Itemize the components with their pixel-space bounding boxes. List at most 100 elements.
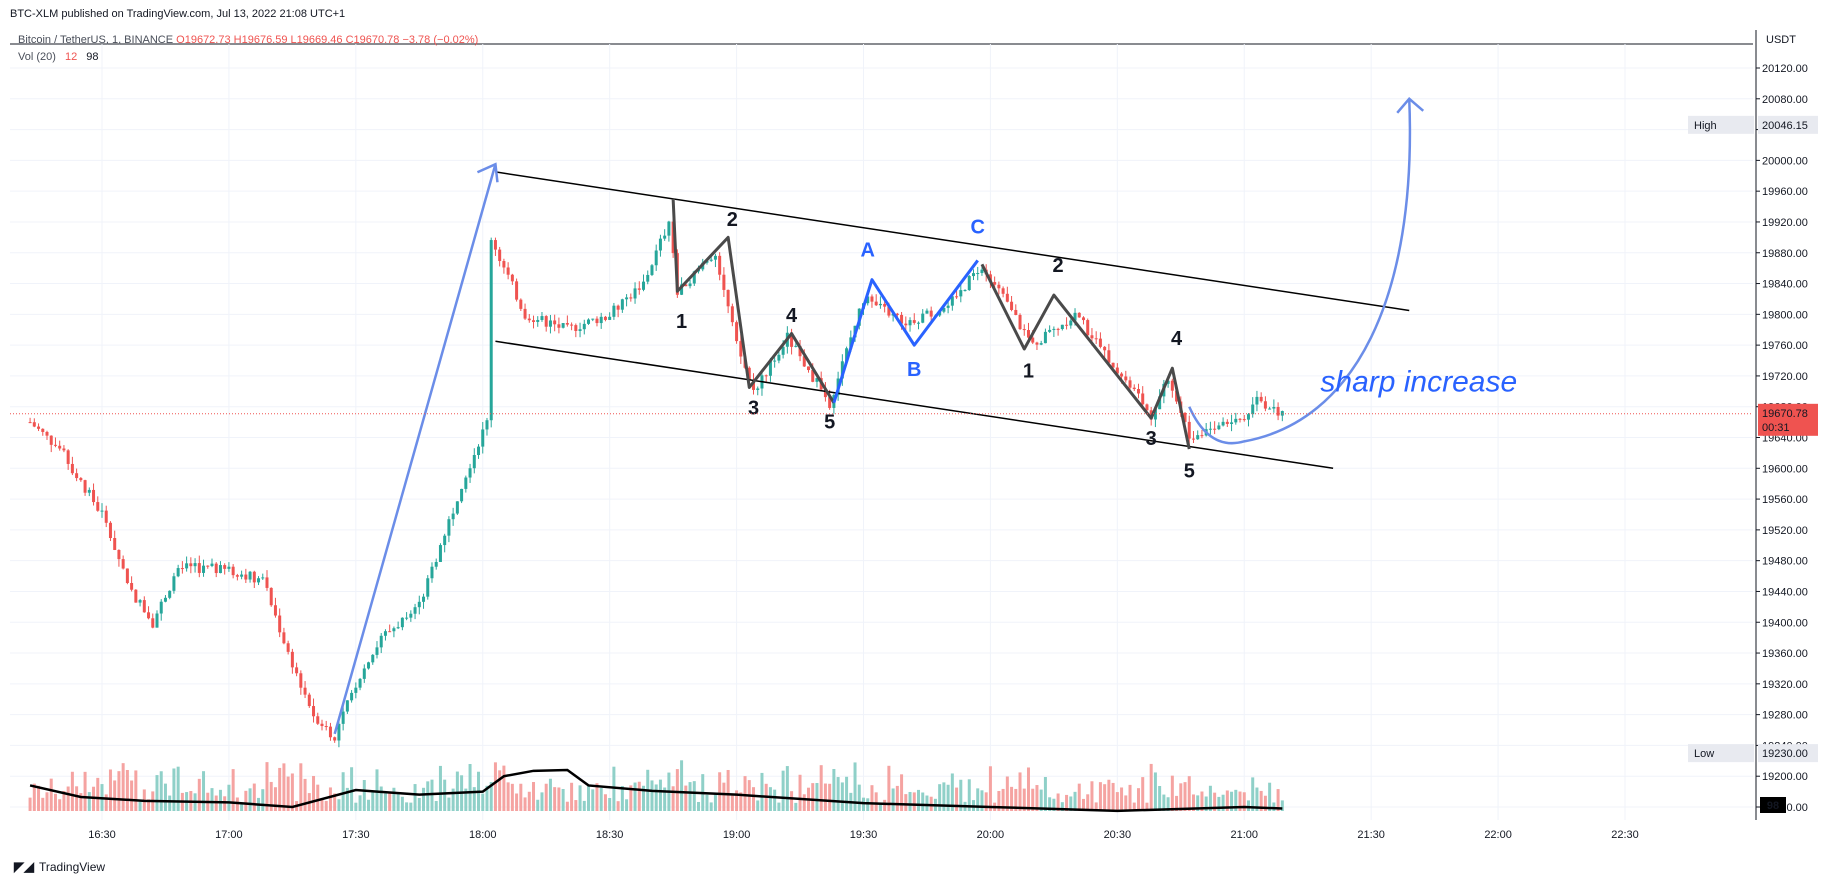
volume-bar [28, 797, 32, 811]
candle-body [603, 316, 607, 320]
volume-bar [1183, 782, 1187, 811]
volume-bar [108, 769, 112, 811]
volume-ma-polyline [29, 768, 1283, 813]
candle-body [955, 296, 959, 298]
y-tick-label: 19440.00 [1762, 586, 1808, 598]
candle-body [396, 627, 400, 629]
volume-bar [1136, 788, 1140, 811]
volume-bar [1246, 800, 1250, 811]
volume-bar [45, 792, 49, 811]
y-tick-label: 19880.00 [1762, 248, 1808, 260]
volume-bar [1048, 797, 1052, 811]
candle-body [32, 422, 36, 427]
tradingview-footer[interactable]: ◤◢ TradingView [14, 859, 105, 875]
volume-bar [1251, 777, 1255, 811]
candle-body [629, 297, 633, 299]
volume-bar [155, 775, 159, 811]
volume-bar [1111, 782, 1115, 811]
currency-unit[interactable]: USDT [1766, 34, 1796, 46]
candle-body [1039, 343, 1043, 345]
y-tick-label: 19360.00 [1762, 648, 1808, 660]
wave-label: 1 [676, 311, 687, 333]
candle-body [692, 271, 696, 284]
candle-body [248, 571, 252, 580]
candle-body [510, 274, 514, 282]
wave-label: 3 [1146, 428, 1157, 450]
wave-label: 5 [824, 411, 835, 433]
volume-bar [1158, 786, 1162, 811]
y-tick-label: 19280.00 [1762, 710, 1808, 722]
volume-bar [768, 787, 772, 811]
volume-bar [299, 763, 303, 811]
volume-bar [202, 771, 206, 811]
symbol-legend[interactable]: Bitcoin / TetherUS, 1, BINANCE O19672.73… [18, 34, 478, 46]
volume-legend[interactable]: Vol (20) 12 98 [18, 51, 99, 63]
candle-body [912, 320, 916, 323]
candle-body [506, 267, 510, 275]
candle-body [870, 296, 874, 302]
volume-bar [988, 766, 992, 811]
volume-bar [375, 769, 379, 811]
candle-body [620, 299, 624, 310]
volume-value-1: 12 [64, 51, 78, 63]
volume-bar [980, 790, 984, 811]
volume-bar [371, 790, 375, 811]
candle-body [929, 310, 933, 317]
candle-body [269, 587, 273, 606]
volume-bar [1162, 794, 1166, 811]
candle-body [125, 568, 129, 583]
candle-body [1183, 412, 1187, 422]
volume-bar [1213, 792, 1217, 811]
candle-body [286, 643, 290, 652]
volume-bar [426, 781, 430, 811]
volume-bar [240, 802, 244, 811]
candle-body [997, 284, 1001, 289]
volume-bar [468, 764, 472, 811]
candle-body [53, 444, 57, 446]
candle-body [41, 428, 45, 432]
x-tick-label: 19:00 [723, 829, 751, 841]
candle-body [536, 319, 540, 322]
candle-body [337, 723, 341, 741]
candle-body [1018, 314, 1022, 330]
forecast-arrow-curve [1188, 98, 1412, 445]
candle-body [333, 737, 337, 741]
candle-body [1060, 324, 1064, 330]
candle-body [1191, 438, 1195, 440]
candle-body [312, 706, 316, 717]
candle-body [1128, 380, 1132, 388]
volume-bar [658, 779, 662, 811]
volume-bar [684, 785, 688, 811]
candle-body [147, 612, 151, 619]
volume-bar [312, 775, 316, 811]
wave-blue-polyline [832, 259, 979, 404]
candle-body [130, 582, 134, 590]
candle-body [1014, 309, 1018, 315]
candle-body [265, 577, 269, 588]
volume-bar [735, 790, 739, 811]
candle-body [481, 429, 485, 447]
candle-body [959, 290, 963, 297]
volume-bar [278, 767, 282, 811]
volume-bar [176, 766, 180, 811]
volume-bar [417, 797, 421, 811]
volume-bar [756, 800, 760, 811]
volume-bar [32, 783, 36, 811]
candle-body [722, 274, 726, 290]
volume-bar [773, 789, 777, 811]
volume-bar [692, 781, 696, 811]
volume-bar [942, 782, 946, 811]
rise-arrow-line [333, 163, 497, 735]
volume-bar [519, 783, 523, 811]
volume-bar [997, 790, 1001, 811]
candle-body [1086, 320, 1090, 336]
volume-bar [413, 784, 417, 811]
volume-bar [1145, 802, 1149, 811]
volume-bar [916, 789, 920, 811]
y-tick-label: 20080.00 [1762, 94, 1808, 106]
volume-bar [925, 795, 929, 811]
candle-body [1043, 331, 1047, 344]
volume-bar [1208, 785, 1212, 811]
tradingview-logo-icon: ◤◢ [14, 859, 34, 874]
